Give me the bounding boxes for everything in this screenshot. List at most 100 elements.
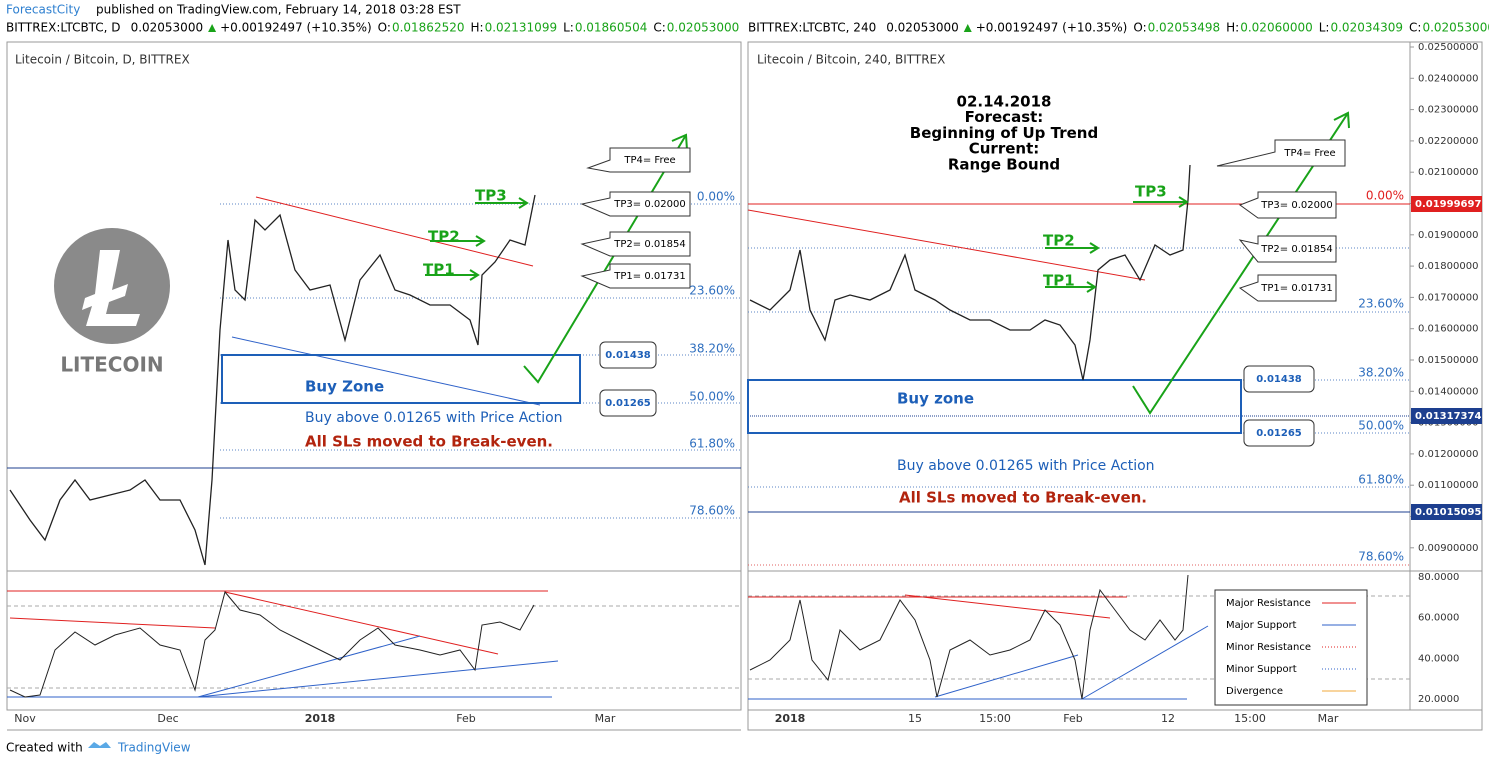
info-text: 0.02053000 xyxy=(1422,21,1489,35)
footer-brand[interactable]: TradingView xyxy=(117,741,191,755)
callout xyxy=(1238,274,1337,302)
x-tick-label: Feb xyxy=(456,712,475,725)
arrow-head xyxy=(1333,111,1350,129)
osc-label: 20.0000 xyxy=(1418,694,1459,705)
sl-text: All SLs moved to Break-even. xyxy=(899,489,1147,507)
osc-trend xyxy=(197,660,559,698)
callout-text: 0.01265 xyxy=(1256,428,1302,439)
buy-zone-label: Buy Zone xyxy=(305,378,384,396)
legend-label: Major Resistance xyxy=(1226,598,1311,609)
callout-text: TP4= Free xyxy=(623,155,675,166)
buy-text: Buy above 0.01265 with Price Action xyxy=(305,410,563,426)
osc-trend xyxy=(1081,625,1209,700)
support-trend xyxy=(231,336,541,406)
price-tag xyxy=(1411,504,1482,520)
price-label: 0.01500000 xyxy=(1418,355,1478,366)
x-tick-label: 15:00 xyxy=(979,712,1011,725)
up-triangle xyxy=(963,24,972,32)
price-tag xyxy=(1411,196,1482,212)
panel-title: Litecoin / Bitcoin, 240, BITTREX xyxy=(757,53,945,67)
price-label: 0.02200000 xyxy=(1418,136,1478,147)
callout xyxy=(586,147,691,173)
callout xyxy=(1238,191,1337,219)
osc-trend xyxy=(9,617,216,629)
x-tick-label: Mar xyxy=(595,712,616,725)
legend-label: Major Support xyxy=(1226,620,1297,631)
price-tag-text: 0.01999697 xyxy=(1415,199,1481,210)
callout xyxy=(1243,365,1315,393)
callout xyxy=(1238,235,1337,263)
x-axis: 2018 15 15:00 Feb 12 15:00 Mar xyxy=(775,712,1339,725)
buy-zone-label: Buy zone xyxy=(897,390,974,408)
logo-glyph xyxy=(82,250,140,326)
callout xyxy=(580,191,691,217)
tp-label: TP3 xyxy=(475,187,507,205)
x-tick-label: Feb xyxy=(1063,712,1082,725)
panel-title: Litecoin / Bitcoin, D, BITTREX xyxy=(15,53,190,67)
fib-label: 61.80% xyxy=(1358,473,1404,487)
legend-label: Minor Resistance xyxy=(1226,642,1311,653)
info-text: H: xyxy=(470,21,483,35)
fib-label: 38.20% xyxy=(689,342,735,356)
info-text: BITTREX:LTCBTC, D xyxy=(6,21,121,35)
callout-text: 0.01438 xyxy=(1256,374,1302,385)
price-line xyxy=(749,164,1191,381)
callout-text: TP3= 0.02000 xyxy=(1260,200,1332,211)
callout-text: 0.01438 xyxy=(605,350,651,361)
price-label: 0.01100000 xyxy=(1418,480,1478,491)
info-text: BITTREX:LTCBTC, 240 xyxy=(748,21,876,35)
info-text: 0.02053000 xyxy=(131,21,204,35)
callout xyxy=(599,389,657,417)
resistance-line xyxy=(255,196,534,267)
fib-label: 0.00% xyxy=(697,190,735,204)
osc-trend xyxy=(904,594,1111,619)
legend-box xyxy=(1214,589,1368,706)
callout xyxy=(599,341,657,369)
fib-label: 50.00% xyxy=(1358,419,1404,433)
footer-text: Created with xyxy=(6,741,83,755)
x-tick-label: 12 xyxy=(1161,712,1175,725)
callout-text: TP2= 0.01854 xyxy=(1260,244,1332,255)
info-text: 0.02053498 xyxy=(1148,21,1221,35)
info-text: L: xyxy=(563,21,574,35)
x-tick-label: 15:00 xyxy=(1234,712,1266,725)
osc-axis: 80.0000 60.0000 40.0000 20.0000 xyxy=(1418,572,1459,705)
author[interactable]: ForecastCity xyxy=(6,3,80,17)
buy-zone-box xyxy=(747,379,1242,434)
logo-text: LITECOIN xyxy=(60,353,163,377)
forecast-line: 02.14.2018 xyxy=(957,93,1052,111)
price-label: 0.01600000 xyxy=(1418,324,1478,335)
osc-trend xyxy=(197,635,421,698)
x-tick-label: 2018 xyxy=(775,712,806,725)
osc-label: 60.0000 xyxy=(1418,613,1459,624)
info-text: +0.00192497 (+10.35%) xyxy=(220,21,372,35)
callout-boxes xyxy=(580,147,691,417)
buy-text: Buy above 0.01265 with Price Action xyxy=(897,458,1155,474)
panel-frame xyxy=(747,41,1483,731)
osc-label: 40.0000 xyxy=(1418,653,1459,664)
info-text: C: xyxy=(1409,21,1421,35)
callout xyxy=(580,263,691,289)
legend-label: Divergence xyxy=(1226,686,1283,697)
info-text: C: xyxy=(653,21,665,35)
arrow-head xyxy=(671,133,688,151)
info-line: BITTREX:LTCBTC, D 0.02053000 +0.00192497 (… xyxy=(6,21,739,35)
forecast-line: Forecast: xyxy=(965,108,1044,126)
info-text: 0.02034309 xyxy=(1330,21,1403,35)
info-text: 0.02053000 xyxy=(667,21,740,35)
price-label: 0.00900000 xyxy=(1418,543,1478,554)
sl-text: All SLs moved to Break-even. xyxy=(305,433,553,451)
price-label: 0.02400000 xyxy=(1418,73,1478,84)
price-label: 0.02300000 xyxy=(1418,105,1478,116)
callout-text: 0.01265 xyxy=(605,398,651,409)
info-text: H: xyxy=(1226,21,1239,35)
osc-trend xyxy=(934,654,1079,698)
x-tick-label: Dec xyxy=(157,712,178,725)
footer-logo xyxy=(88,742,111,748)
price-label: 0.01900000 xyxy=(1418,230,1478,241)
fib-label: 50.00% xyxy=(689,390,735,404)
osc-label: 80.0000 xyxy=(1418,572,1459,583)
x-tick-label: Nov xyxy=(14,712,36,725)
